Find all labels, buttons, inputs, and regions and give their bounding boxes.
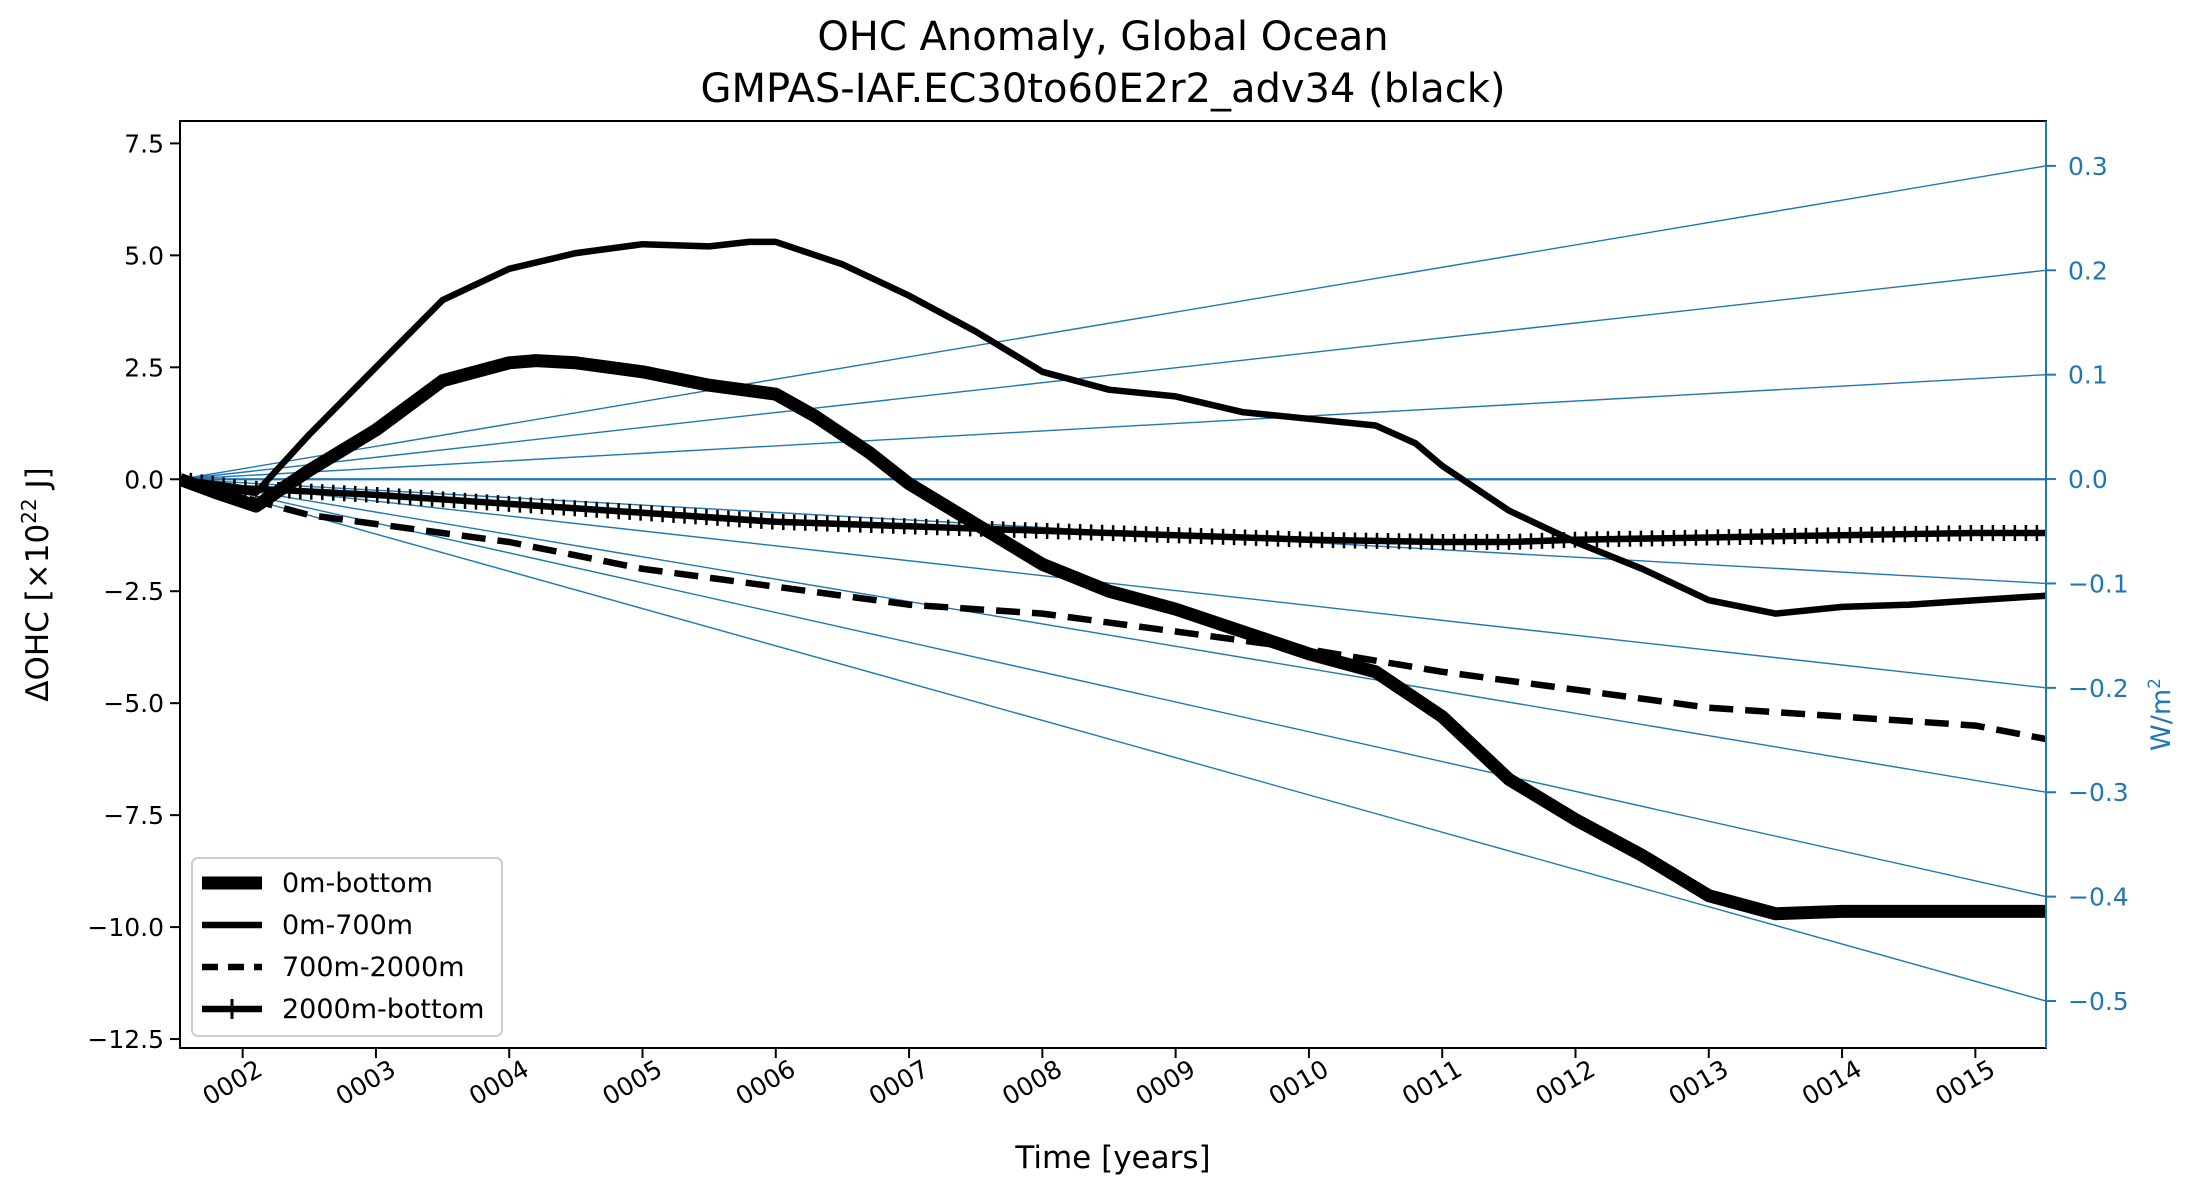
right-tick-label: −0.3 xyxy=(2068,778,2129,807)
reference-line-8 xyxy=(180,478,2046,1002)
series-line-0m-bottom xyxy=(180,354,2046,921)
x-tick-label: 0008 xyxy=(997,1054,1067,1111)
y-axis-label-sup: 22 xyxy=(17,498,41,523)
x-tick-label: 0006 xyxy=(731,1054,801,1111)
x-tick-label: 0002 xyxy=(198,1054,268,1111)
x-tick-label: 0005 xyxy=(597,1054,667,1111)
x-tick-label: 0003 xyxy=(331,1054,401,1111)
legend: 0m-bottom 0m-700m 700m-2000m 2000m-bottom xyxy=(191,857,503,1037)
legend-label: 0m-700m xyxy=(282,910,413,941)
y-tick-label: 0.0 xyxy=(124,465,164,494)
y-tick-label: 7.5 xyxy=(124,129,164,158)
x-tick-label: 0009 xyxy=(1131,1054,1201,1111)
x-tick-label: 0013 xyxy=(1664,1054,1734,1111)
reference-line-7 xyxy=(180,478,2046,898)
x-tick-label: 0012 xyxy=(1530,1054,1600,1111)
right-tick-label: 0.3 xyxy=(2068,152,2108,181)
legend-label: 700m-2000m xyxy=(282,952,465,983)
x-axis-ticks: 0002 0003 0004 0005 0006 0007 0008 0009 0010 0011… xyxy=(198,1048,2000,1111)
right-axis-label-sup: 2 xyxy=(2145,678,2165,689)
reference-line-1 xyxy=(180,269,2046,480)
y-tick-label: −2.5 xyxy=(103,577,164,606)
reference-line-2 xyxy=(180,373,2046,480)
y-tick-label: −7.5 xyxy=(103,801,164,830)
series-line-700m-2000m xyxy=(180,476,2046,743)
legend-label: 0m-bottom xyxy=(282,868,433,899)
y-tick-label: −10.0 xyxy=(87,913,164,942)
reference-line-0 xyxy=(180,165,2046,480)
y-axis-label-main: ΔOHC [×10 xyxy=(20,524,56,702)
y-axis-ticks: 7.5 5.0 2.5 0.0 −2.5 −5.0 −7.5 −10.0 −12.5 xyxy=(87,129,180,1054)
right-tick-label: 0.2 xyxy=(2068,256,2108,285)
right-axis-ticks: 0.3 0.2 0.1 0.0 −0.1 −0.2 −0.3 −0.4 −0.5 xyxy=(2046,152,2129,1016)
right-axis-label: W/m2 xyxy=(2145,678,2177,751)
right-tick-label: −0.1 xyxy=(2068,569,2129,598)
right-axis-label-main: W/m xyxy=(2146,689,2177,751)
y-tick-label: −5.0 xyxy=(103,689,164,718)
right-tick-label: 0.0 xyxy=(2068,465,2108,494)
x-tick-label: 0015 xyxy=(1930,1054,2000,1111)
y-tick-label: 2.5 xyxy=(124,353,164,382)
reference-line-6 xyxy=(180,478,2046,793)
legend-label: 2000m-bottom xyxy=(282,994,484,1025)
x-tick-label: 0010 xyxy=(1264,1054,1334,1111)
right-tick-label: −0.5 xyxy=(2068,987,2129,1016)
data-series xyxy=(180,238,2046,921)
right-tick-label: −0.4 xyxy=(2068,883,2129,912)
y-axis-label-tail: J] xyxy=(20,467,56,498)
series-line-0m-700m xyxy=(180,238,2046,617)
y-tick-label: −12.5 xyxy=(87,1025,164,1054)
x-axis-label: Time [years] xyxy=(1014,1140,1210,1176)
y-tick-label: 5.0 xyxy=(124,241,164,270)
right-tick-label: −0.2 xyxy=(2068,674,2129,703)
reference-line-5 xyxy=(180,478,2046,689)
y-axis-label: ΔOHC [×1022 J] xyxy=(17,467,56,701)
chart-title: OHC Anomaly, Global Ocean xyxy=(817,14,1388,60)
x-tick-label: 0004 xyxy=(464,1054,534,1111)
x-tick-label: 0014 xyxy=(1797,1054,1867,1111)
x-tick-label: 0007 xyxy=(864,1054,934,1111)
x-tick-label: 0011 xyxy=(1397,1054,1467,1111)
chart-subtitle: GMPAS-IAF.EC30to60E2r2_adv34 (black) xyxy=(700,66,1505,112)
right-tick-label: 0.1 xyxy=(2068,361,2108,390)
legend-box xyxy=(191,857,503,1037)
